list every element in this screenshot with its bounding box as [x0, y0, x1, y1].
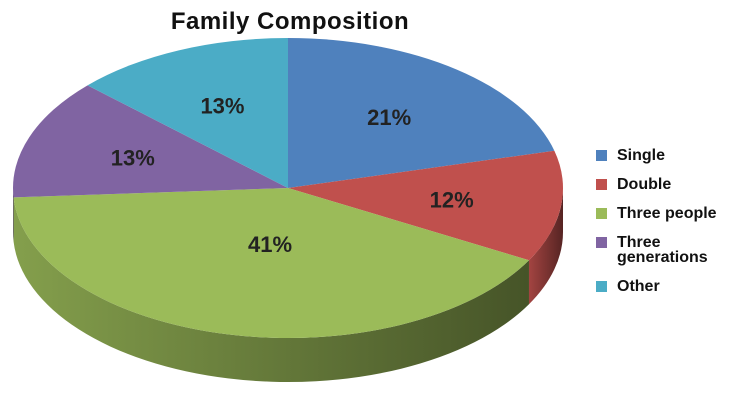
legend-label: Three generations [617, 234, 708, 266]
legend-item: Single [596, 147, 717, 164]
data-label: 41% [248, 232, 292, 257]
legend-swatch [596, 150, 607, 161]
legend-label: Single [617, 147, 666, 164]
legend-label: Double [617, 176, 672, 193]
legend-item: Other [596, 278, 717, 295]
data-label: 13% [200, 93, 244, 118]
legend-swatch [596, 237, 607, 248]
legend-label: Three people [617, 205, 717, 222]
slice-single [288, 38, 555, 188]
data-label: 13% [111, 146, 155, 171]
legend-item: Three people [596, 205, 717, 222]
slice-side-three-generations [13, 188, 14, 242]
slice-three-generations [13, 85, 289, 198]
data-label: 12% [430, 187, 474, 212]
slice-other [87, 38, 288, 188]
legend-item: Three generations [596, 234, 717, 266]
slice-double [288, 150, 563, 261]
legend: Single Double Three people Three generation… [596, 148, 717, 308]
data-label: 21% [367, 105, 411, 130]
legend-item: Double [596, 176, 717, 193]
legend-swatch [596, 179, 607, 190]
legend-swatch [596, 208, 607, 219]
chart-title: Family Composition [170, 8, 410, 35]
slice-side-double [528, 188, 563, 305]
legend-label: Other [617, 278, 660, 295]
slice-side-three-people [13, 197, 529, 382]
legend-swatch [596, 281, 607, 292]
pie-chart: 21% 12% 41% 13% 13% [13, 38, 563, 382]
slice-three-people [13, 188, 529, 338]
